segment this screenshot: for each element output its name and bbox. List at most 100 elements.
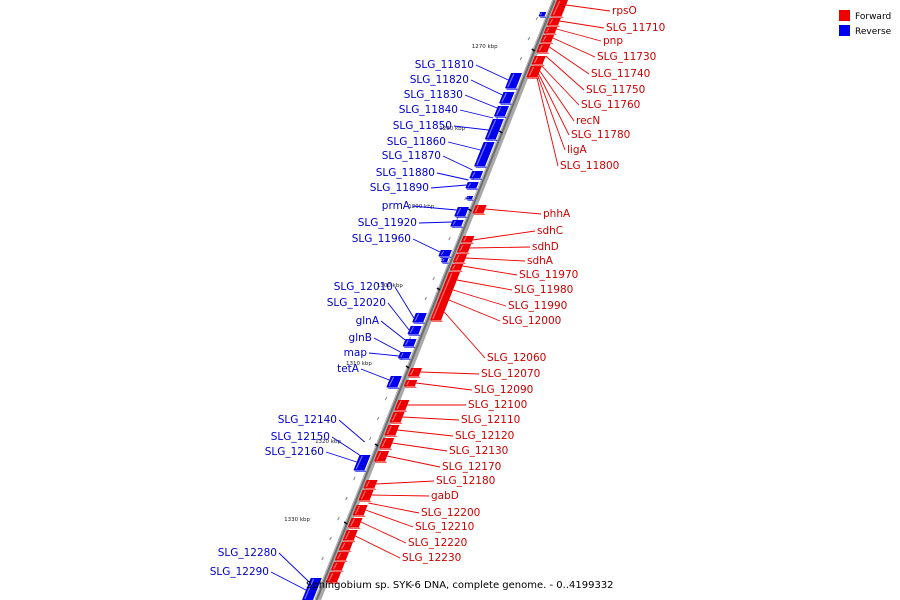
gene-label-glnb[interactable]: glnB	[349, 332, 372, 344]
forward-gene-block[interactable]	[543, 27, 558, 35]
reverse-gene-block[interactable]	[474, 142, 495, 168]
reverse-gene-block[interactable]	[454, 207, 469, 218]
gene-label-slg-12060[interactable]: SLG_12060	[487, 352, 546, 364]
reverse-gene-block[interactable]	[466, 196, 475, 201]
reverse-gene-block[interactable]	[484, 119, 504, 141]
gene-label-slg-11960[interactable]: SLG_11960	[352, 233, 411, 245]
forward-gene-block[interactable]	[531, 56, 546, 66]
forward-gene-block[interactable]	[407, 368, 423, 378]
reverse-gene-block[interactable]	[353, 455, 371, 472]
gene-label-slg-12070[interactable]: SLG_12070	[481, 368, 540, 380]
gene-label-slg-12180[interactable]: SLG_12180	[436, 475, 495, 487]
gene-label-slg-12200[interactable]: SLG_12200	[421, 507, 480, 519]
gene-label-slg-12110[interactable]: SLG_12110	[461, 414, 520, 426]
forward-gene-block[interactable]	[363, 480, 378, 490]
forward-gene-block[interactable]	[457, 244, 472, 254]
gene-label-slg-11800[interactable]: SLG_11800	[560, 160, 619, 172]
gene-label-sdhc[interactable]: sdhC	[537, 225, 563, 237]
gene-label-slg-11860[interactable]: SLG_11860	[387, 136, 446, 148]
gene-label-slg-11890[interactable]: SLG_11890	[370, 182, 429, 194]
gene-label-slg-12280[interactable]: SLG_12280	[218, 547, 277, 559]
gene-label-slg-11990[interactable]: SLG_11990	[508, 300, 567, 312]
gene-label-slg-11760[interactable]: SLG_11760	[581, 99, 640, 111]
gene-label-glna[interactable]: glnA	[356, 315, 380, 327]
forward-gene-block[interactable]	[430, 272, 461, 322]
forward-gene-block[interactable]	[449, 264, 464, 272]
gene-label-slg-11880[interactable]: SLG_11880	[376, 167, 435, 179]
gene-label-liga[interactable]: ligA	[567, 144, 587, 156]
gene-label-sdhd[interactable]: sdhD	[532, 241, 559, 253]
gene-label-slg-11820[interactable]: SLG_11820	[410, 74, 469, 86]
gene-label-slg-11740[interactable]: SLG_11740	[591, 68, 650, 80]
forward-gene-block[interactable]	[342, 530, 358, 542]
gene-label-slg-11780[interactable]: SLG_11780	[571, 129, 630, 141]
gene-label-slg-11750[interactable]: SLG_11750	[586, 84, 645, 96]
gene-label-slg-11970[interactable]: SLG_11970	[519, 269, 578, 281]
forward-gene-block[interactable]	[338, 542, 354, 552]
gene-label-slg-11840[interactable]: SLG_11840	[399, 104, 458, 116]
reverse-gene-block[interactable]	[412, 313, 427, 324]
forward-gene-block[interactable]	[389, 412, 405, 424]
reverse-gene-block[interactable]	[397, 352, 412, 360]
reverse-gene-block[interactable]	[441, 258, 450, 264]
gene-label-rpso[interactable]: rpsO	[612, 5, 637, 17]
reverse-gene-block[interactable]	[386, 376, 402, 389]
forward-gene-block[interactable]	[394, 400, 410, 412]
reverse-gene-block[interactable]	[407, 326, 422, 336]
gene-label-gabd[interactable]: gabD	[431, 490, 459, 502]
forward-gene-block[interactable]	[374, 451, 390, 463]
forward-gene-block[interactable]	[453, 254, 468, 264]
gene-label-slg-12220[interactable]: SLG_12220	[408, 537, 467, 549]
reverse-gene-block[interactable]	[402, 339, 417, 348]
gene-label-recn[interactable]: recN	[576, 115, 600, 127]
gene-label-slg-12140[interactable]: SLG_12140	[278, 414, 337, 426]
gene-label-prma[interactable]: prmA	[382, 200, 411, 212]
gene-label-slg-12020[interactable]: SLG_12020	[327, 297, 386, 309]
forward-gene-block[interactable]	[403, 380, 418, 388]
gene-label-slg-12000[interactable]: SLG_12000	[502, 315, 561, 327]
forward-gene-block[interactable]	[379, 438, 395, 450]
gene-label-slg-12100[interactable]: SLG_12100	[468, 399, 527, 411]
gene-label-slg-11870[interactable]: SLG_11870	[382, 150, 441, 162]
forward-gene-block[interactable]	[347, 518, 363, 529]
gene-label-slg-12130[interactable]: SLG_12130	[449, 445, 508, 457]
gene-label-slg-11830[interactable]: SLG_11830	[404, 89, 463, 101]
reverse-gene-block[interactable]	[499, 92, 515, 105]
gene-label-slg-11710[interactable]: SLG_11710	[606, 22, 665, 34]
gene-label-slg-12010[interactable]: SLG_12010	[334, 281, 393, 293]
gene-label-slg-11810[interactable]: SLG_11810	[415, 59, 474, 71]
gene-label-slg-12160[interactable]: SLG_12160	[265, 446, 324, 458]
reverse-gene-block[interactable]	[438, 250, 452, 258]
forward-gene-block[interactable]	[472, 205, 487, 215]
gene-label-slg-12150[interactable]: SLG_12150	[271, 431, 330, 443]
gene-label-phha[interactable]: phhA	[543, 208, 571, 220]
reverse-gene-block[interactable]	[465, 182, 479, 190]
forward-gene-block[interactable]	[461, 236, 475, 244]
gene-label-slg-11850[interactable]: SLG_11850	[393, 120, 452, 132]
gene-label-sdha[interactable]: sdhA	[527, 255, 554, 267]
forward-gene-block[interactable]	[352, 505, 368, 517]
gene-label-slg-11730[interactable]: SLG_11730	[597, 51, 656, 63]
gene-label-slg-11980[interactable]: SLG_11980	[514, 284, 573, 296]
forward-gene-block[interactable]	[540, 35, 555, 44]
gene-label-slg-12170[interactable]: SLG_12170	[442, 461, 501, 473]
reverse-gene-block[interactable]	[505, 73, 523, 90]
gene-label-slg-12230[interactable]: SLG_12230	[402, 552, 461, 564]
reverse-gene-block[interactable]	[302, 578, 322, 600]
gene-label-slg-12210[interactable]: SLG_12210	[415, 521, 474, 533]
forward-gene-block[interactable]	[384, 425, 400, 437]
forward-gene-block[interactable]	[358, 490, 374, 502]
gene-label-slg-12090[interactable]: SLG_12090	[474, 384, 533, 396]
reverse-gene-block[interactable]	[469, 171, 484, 180]
forward-gene-block[interactable]	[526, 66, 542, 79]
forward-gene-block[interactable]	[334, 552, 350, 562]
forward-gene-block[interactable]	[550, 0, 568, 18]
gene-label-slg-12290[interactable]: SLG_12290	[210, 566, 269, 578]
gene-label-slg-12120[interactable]: SLG_12120	[455, 430, 514, 442]
forward-gene-block[interactable]	[547, 18, 561, 27]
gene-label-teta[interactable]: tetA	[337, 363, 360, 375]
forward-gene-block[interactable]	[326, 572, 342, 584]
reverse-gene-block[interactable]	[493, 106, 509, 118]
forward-gene-block[interactable]	[330, 562, 346, 572]
gene-label-pnp[interactable]: pnp	[603, 35, 623, 47]
